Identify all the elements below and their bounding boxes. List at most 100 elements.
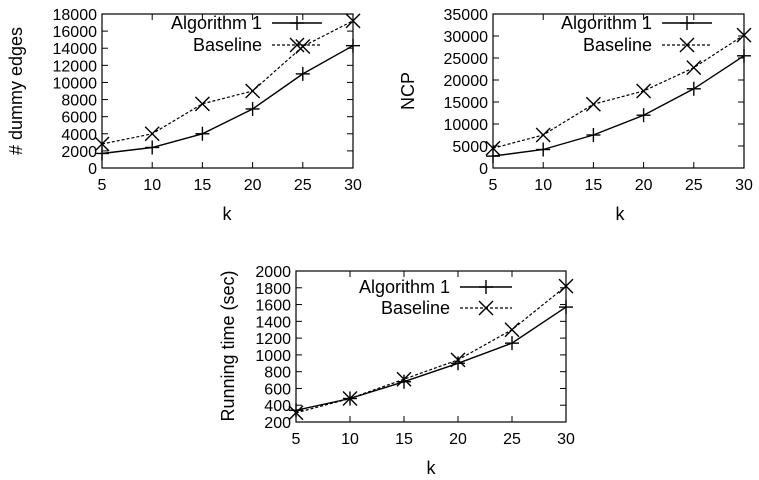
y-tick-label: 400 [264,398,291,415]
x-tick-label: 20 [635,177,653,194]
legend-label-baseline: Baseline [583,35,652,55]
legend-marker-algorithm-1 [479,280,493,294]
x-tick-labels: 5 10 15 20 25 30 [489,177,753,194]
tick-marks [295,270,567,423]
data-point-baseline [736,27,752,43]
data-point-baseline [345,13,361,29]
y-tick-label: 5000 [452,139,488,156]
x-axis-label: k [427,458,437,478]
x-tick-label: 30 [557,431,575,448]
data-point-algorithm-1 [686,81,701,96]
legend-label-baseline: Baseline [381,298,450,318]
legend: Algorithm 1 Baseline [171,13,322,55]
y-tick-label: 25000 [444,51,489,68]
y-tick-label: 15000 [444,95,489,112]
tick-marks [101,13,354,169]
y-tick-label: 1200 [255,331,291,348]
data-point-baseline [504,322,520,338]
y-tick-label: 20000 [444,73,489,90]
legend-marker-baseline [478,300,494,316]
y-tick-label: 1400 [255,314,291,331]
legend-label-algorithm-1: Algorithm 1 [561,13,652,33]
series-markers [485,27,752,164]
series-line-algorithm-1 [295,306,567,411]
x-tick-label: 10 [143,177,161,194]
chart-running-time: 5 10 15 20 25 30 2004006008001000120014001600… [218,264,575,478]
x-tick-label: 15 [395,431,413,448]
data-point-baseline [295,39,311,55]
y-axis-label: # dummy edges [6,27,26,155]
data-point-baseline [636,83,652,99]
data-point-algorithm-1 [636,108,651,123]
x-tick-label: 5 [292,431,301,448]
data-point-algorithm-1 [586,128,601,142]
y-tick-label: 1800 [255,281,291,298]
data-point-algorithm-1 [145,140,160,155]
data-point-algorithm-1 [486,149,500,164]
series-line-baseline [101,20,354,145]
legend-label-algorithm-1: Algorithm 1 [359,277,450,297]
legend-marker-algorithm-1 [680,16,694,30]
tick-marks [492,13,745,169]
data-point-algorithm-1 [289,403,303,418]
y-tick-label: 30000 [444,29,489,46]
y-tick-label: 1600 [255,298,291,315]
data-point-algorithm-1 [737,48,751,63]
data-point-algorithm-1 [451,356,465,371]
data-point-baseline [288,405,304,421]
x-tick-label: 25 [503,431,521,448]
y-tick-label: 2000 [61,144,97,161]
y-tick-label: 10000 [444,117,489,134]
x-tick-label: 15 [194,177,212,194]
y-tick-label: 10000 [53,75,98,92]
x-tick-label: 5 [489,177,498,194]
x-tick-label: 30 [735,177,753,194]
data-point-baseline [535,127,551,143]
data-point-algorithm-1 [505,336,519,351]
x-tick-label: 30 [344,177,362,194]
x-axis-label: k [223,204,233,224]
y-tick-label: 16000 [53,24,98,41]
x-tick-label: 10 [341,431,359,448]
data-point-algorithm-1 [295,66,310,81]
x-tick-label: 5 [98,177,107,194]
y-tick-label: 800 [264,365,291,382]
y-tick-label: 35000 [444,7,489,24]
data-point-baseline [450,352,466,368]
series-lines [101,20,354,155]
x-tick-labels: 5 10 15 20 25 30 [292,431,575,448]
y-axis-label: Running time (sec) [218,270,238,421]
y-tick-label: 14000 [53,41,98,58]
legend-label-algorithm-1: Algorithm 1 [171,13,262,33]
x-tick-label: 10 [534,177,552,194]
y-tick-label: 200 [264,415,291,432]
data-point-baseline [342,391,358,407]
x-tick-label: 25 [294,177,312,194]
data-point-algorithm-1 [559,300,573,315]
data-point-algorithm-1 [195,126,210,141]
data-point-baseline [194,96,210,112]
y-tick-label: 1000 [255,348,291,365]
series-line-baseline [295,285,567,414]
data-point-algorithm-1 [245,101,260,116]
y-axis-label: NCP [398,72,418,110]
data-point-baseline [94,136,110,152]
y-tick-label: 8000 [61,93,97,110]
data-point-baseline [558,278,574,294]
legend: Algorithm 1 Baseline [561,13,712,55]
legend-marker-algorithm-1 [290,16,304,30]
y-tick-label: 0 [88,161,97,178]
plot-frame [101,13,354,169]
y-tick-label: 0 [479,161,488,178]
x-tick-label: 15 [585,177,603,194]
data-point-algorithm-1 [346,38,360,53]
data-point-baseline [245,83,261,99]
series-line-algorithm-1 [492,55,745,157]
y-tick-label: 2000 [255,264,291,281]
series-lines [295,285,567,414]
y-tick-label: 18000 [53,7,98,24]
y-tick-label: 12000 [53,58,98,75]
data-point-baseline [585,96,601,112]
